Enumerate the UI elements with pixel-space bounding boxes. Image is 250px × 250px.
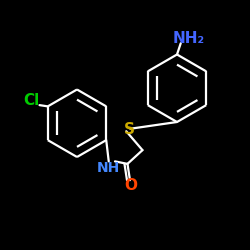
Text: NH: NH [96, 161, 120, 175]
Text: S: S [124, 122, 134, 137]
Text: Cl: Cl [24, 93, 40, 108]
Text: O: O [125, 178, 138, 193]
Text: NH₂: NH₂ [172, 31, 204, 46]
